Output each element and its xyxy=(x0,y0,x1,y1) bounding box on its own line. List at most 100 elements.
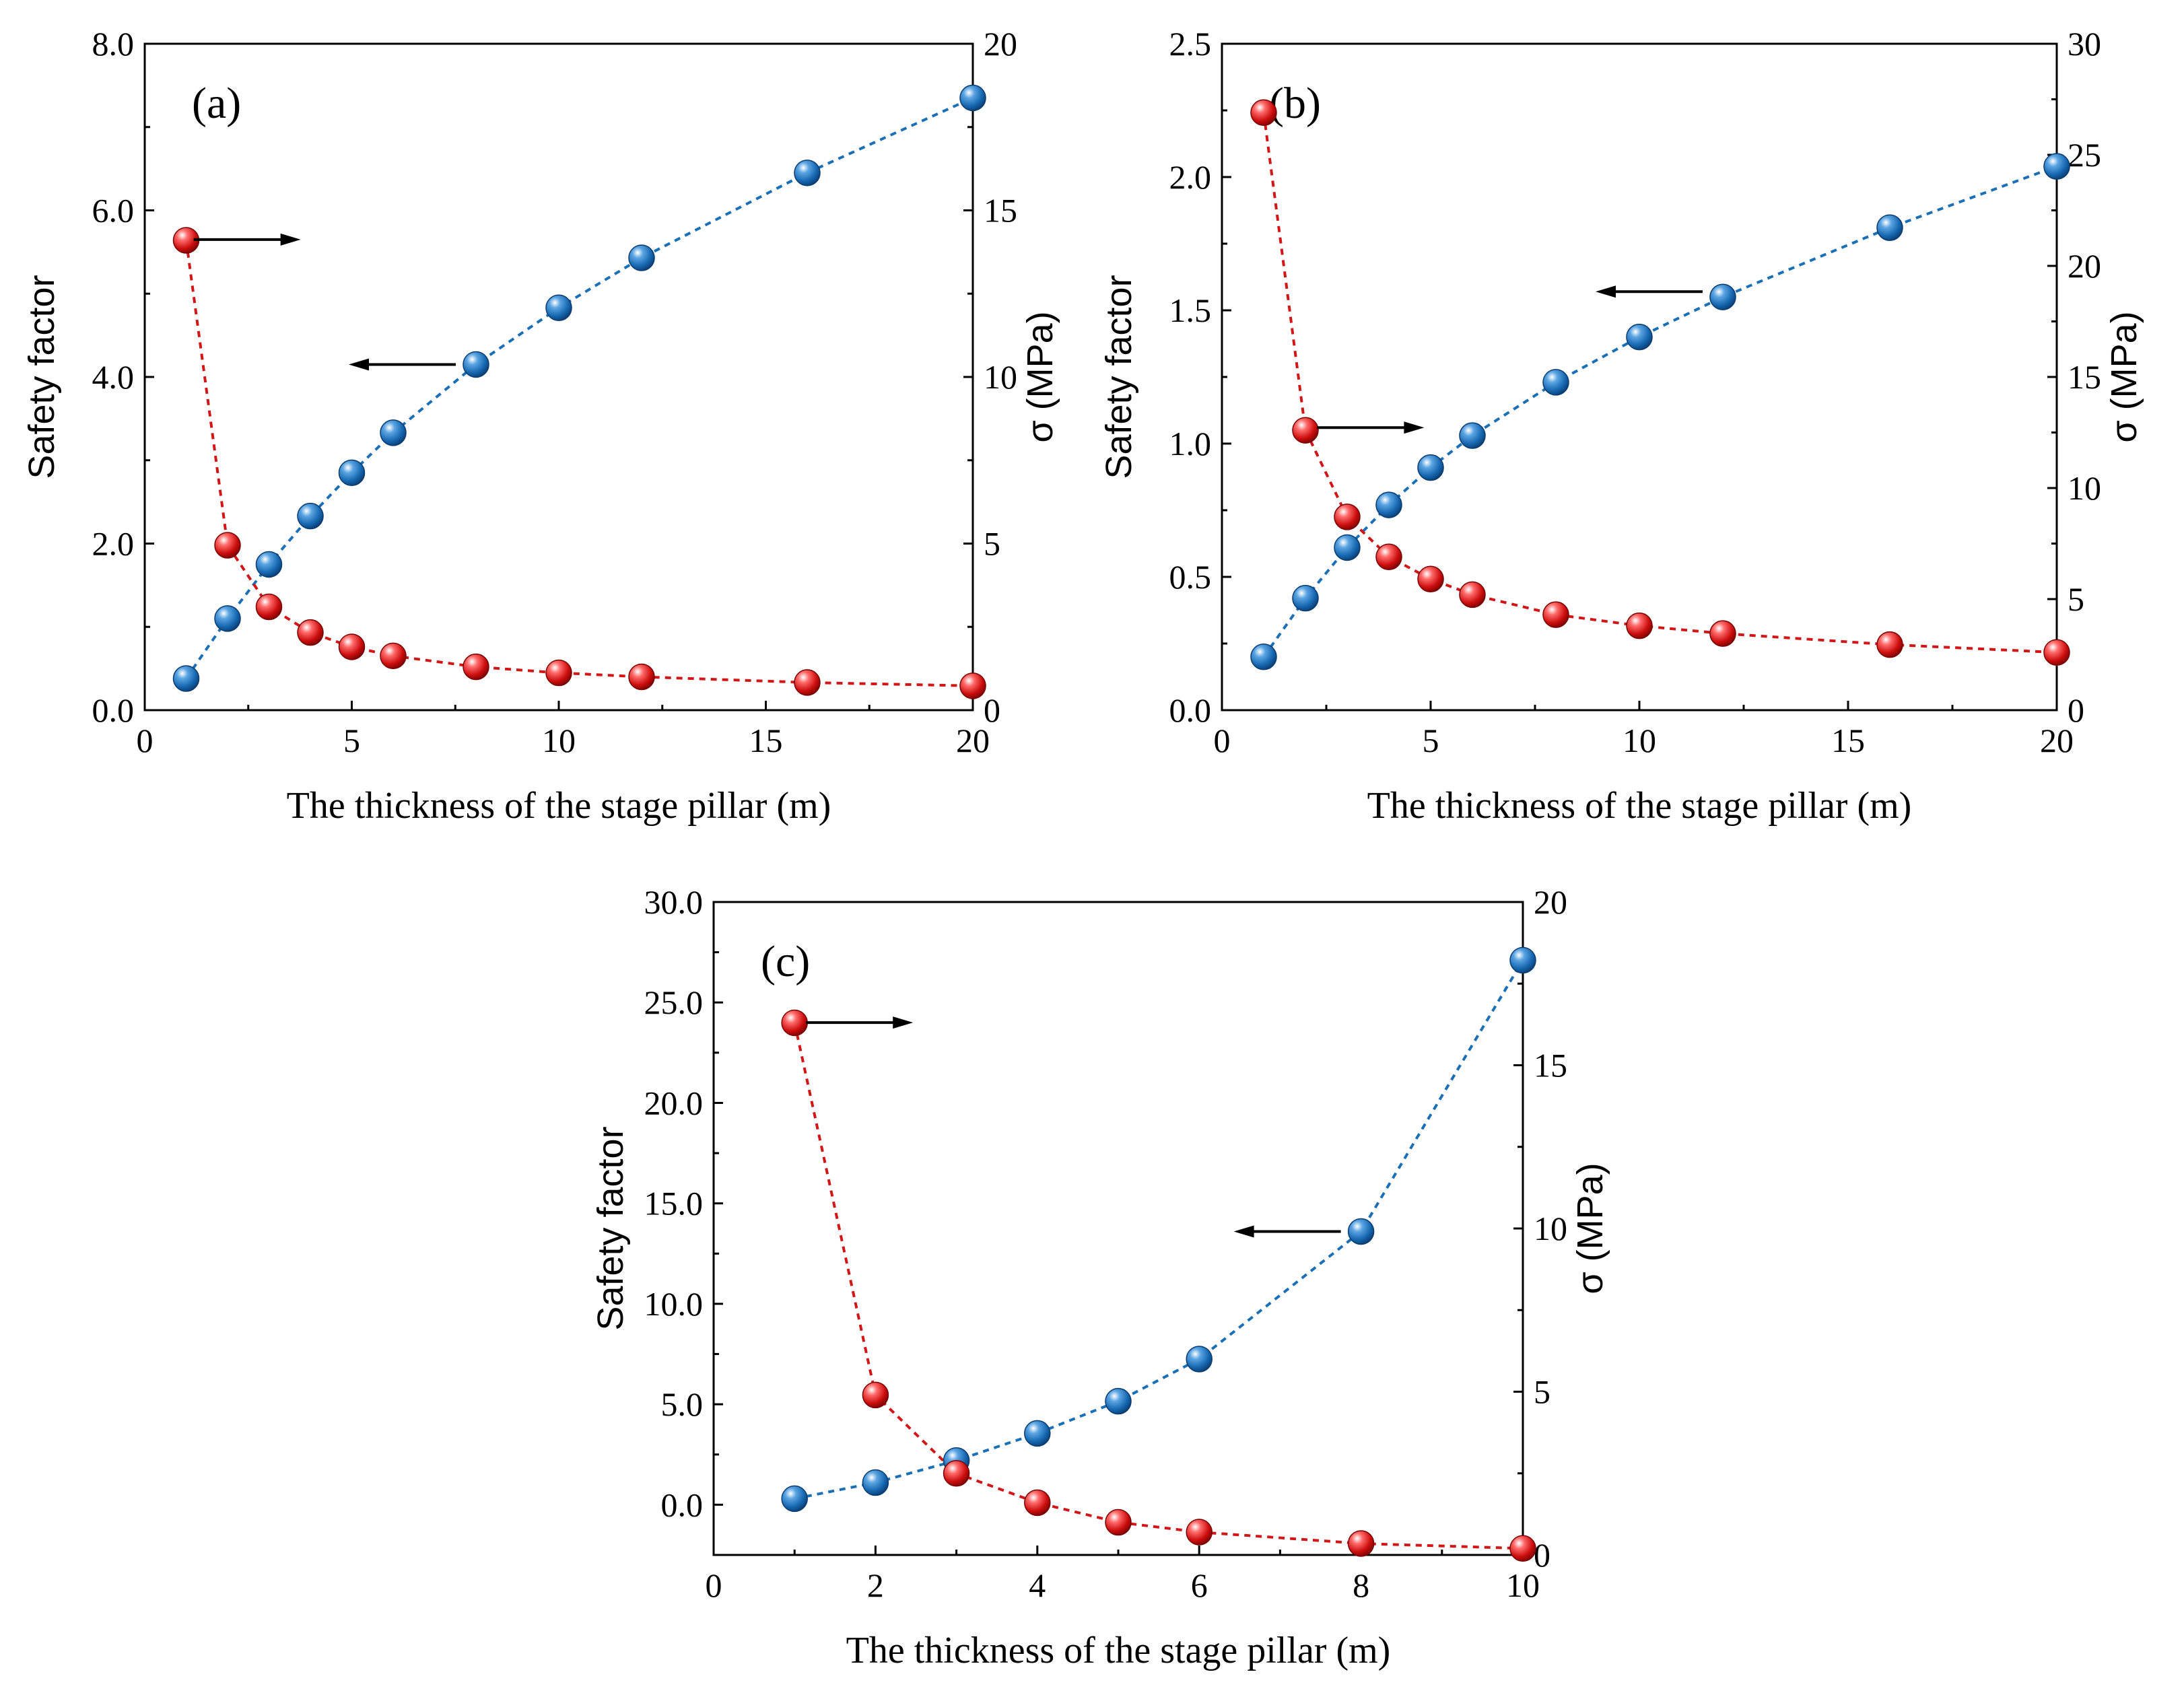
y-left-tick-label: 20.0 xyxy=(644,1084,704,1121)
x-tick-label: 20 xyxy=(956,722,990,759)
y-left-tick-label: 8.0 xyxy=(92,25,135,63)
data-point xyxy=(214,605,241,632)
data-point xyxy=(255,593,283,621)
data-point xyxy=(781,1485,808,1513)
data-point xyxy=(1626,323,1653,351)
x-tick-label: 20 xyxy=(2040,722,2074,759)
y-right-tick-label: 0 xyxy=(2068,691,2084,729)
plot-frame xyxy=(1221,42,2058,712)
y-left-tick-label: 0.5 xyxy=(1169,558,1212,596)
x-tick-label: 8 xyxy=(1353,1566,1369,1604)
x-tick-label: 5 xyxy=(1423,722,1439,759)
y-left-tick-label: 0.0 xyxy=(661,1486,704,1523)
y-right-tick-label: 0 xyxy=(984,691,1000,729)
data-point xyxy=(1876,214,1903,241)
data-point xyxy=(1876,631,1903,658)
data-point xyxy=(1542,601,1569,628)
arrow-head xyxy=(349,358,369,371)
data-point xyxy=(1186,1519,1213,1546)
data-point xyxy=(255,551,283,578)
data-point xyxy=(338,459,366,487)
y-left-tick-label: 2.0 xyxy=(92,525,135,563)
series-line xyxy=(1262,112,2057,654)
y-right-tick-label: 5 xyxy=(984,525,1000,563)
y-axis-right-title: σ (MPa) xyxy=(1020,311,1060,442)
x-axis-title: The thickness of the stage pillar (m) xyxy=(287,785,831,827)
data-point xyxy=(1417,565,1444,593)
data-point xyxy=(1024,1489,1051,1517)
data-point xyxy=(1292,417,1319,444)
data-point xyxy=(862,1381,889,1409)
data-point xyxy=(628,244,655,271)
y-right-tick-label: 10 xyxy=(984,358,1017,396)
data-point xyxy=(1347,1218,1375,1245)
data-point xyxy=(380,642,407,670)
x-tick-label: 6 xyxy=(1191,1566,1208,1604)
data-point xyxy=(1334,534,1361,561)
y-right-tick-label: 15 xyxy=(984,192,1017,230)
data-point xyxy=(1509,946,1536,974)
x-tick-label: 2 xyxy=(867,1566,884,1604)
data-point xyxy=(545,294,572,322)
y-left-tick-label: 5.0 xyxy=(661,1385,704,1423)
panel-label: (a) xyxy=(192,79,241,128)
data-point xyxy=(1459,581,1486,609)
x-tick-label: 4 xyxy=(1029,1566,1046,1604)
y-right-tick-label: 25 xyxy=(2068,136,2101,174)
y-left-tick-label: 0.0 xyxy=(92,691,135,729)
data-point xyxy=(2043,153,2070,180)
series-line xyxy=(1262,165,2057,658)
data-point xyxy=(545,659,572,687)
y-right-tick-label: 5 xyxy=(2068,580,2084,618)
data-point xyxy=(1542,369,1569,396)
y-right-tick-label: 20 xyxy=(2068,247,2101,285)
y-right-tick-label: 20 xyxy=(1534,883,1567,921)
y-left-tick-label: 1.5 xyxy=(1169,291,1212,329)
data-point xyxy=(959,672,986,699)
x-tick-label: 0 xyxy=(706,1566,722,1604)
data-point xyxy=(1459,422,1486,449)
arrow-head xyxy=(280,233,301,246)
y-right-tick-label: 5 xyxy=(1534,1373,1550,1411)
data-point xyxy=(380,419,407,446)
y-left-tick-label: 10.0 xyxy=(644,1285,704,1323)
x-axis-title: The thickness of the stage pillar (m) xyxy=(1367,785,1912,827)
arrow-head xyxy=(1404,421,1425,434)
y-left-tick-label: 1.0 xyxy=(1169,425,1212,462)
y-axis-left-title: Safety factor xyxy=(590,1126,631,1330)
x-tick-label: 0 xyxy=(137,722,153,759)
panel-a: 0 5 10 15 20 0.0 2.0 4.0 6.0 8.0 0 5 10 15 20 (a) The … xyxy=(22,25,1060,827)
y-axis-right-title: σ (MPa) xyxy=(2104,311,2144,442)
y-right-tick-label: 15 xyxy=(1534,1047,1567,1084)
y-right-tick-label: 30 xyxy=(2068,25,2101,63)
data-point xyxy=(781,1009,808,1037)
y-right-tick-label: 0 xyxy=(1534,1536,1550,1574)
y-axis-left-title: Safety factor xyxy=(1099,275,1139,479)
y-left-tick-label: 30.0 xyxy=(644,883,704,921)
data-point xyxy=(338,633,366,660)
x-axis-title: The thickness of the stage pillar (m) xyxy=(846,1630,1391,1671)
data-point xyxy=(1417,454,1444,481)
data-point xyxy=(794,160,821,186)
data-point xyxy=(943,1460,970,1487)
y-right-tick-label: 10 xyxy=(1534,1210,1567,1247)
panel-label: (b) xyxy=(1269,79,1321,128)
y-right-tick-label: 20 xyxy=(984,25,1017,63)
data-point xyxy=(1347,1530,1375,1557)
y-axis-left-title: Safety factor xyxy=(22,275,62,479)
y-left-tick-label: 0.0 xyxy=(1169,691,1212,729)
data-point xyxy=(1292,584,1319,612)
series-line xyxy=(184,240,974,687)
data-point xyxy=(2043,639,2070,666)
data-point xyxy=(628,663,655,691)
data-point xyxy=(1186,1346,1213,1373)
data-point xyxy=(1250,644,1277,670)
y-axis-right-title: σ (MPa) xyxy=(1570,1163,1610,1294)
x-tick-label: 15 xyxy=(1831,722,1865,759)
data-point xyxy=(862,1469,889,1496)
y-left-tick-label: 6.0 xyxy=(92,192,135,230)
x-tick-label: 10 xyxy=(1623,722,1656,759)
y-left-tick-label: 2.0 xyxy=(1169,158,1212,196)
x-tick-label: 10 xyxy=(1506,1566,1540,1604)
